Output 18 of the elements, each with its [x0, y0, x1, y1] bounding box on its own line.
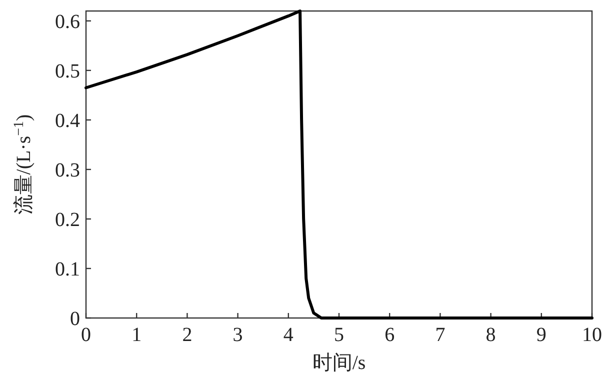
x-tick-label: 5: [334, 324, 344, 346]
x-tick-label: 3: [232, 324, 243, 346]
y-tick-label: 0.6: [55, 10, 80, 33]
x-tick-label: 7: [435, 324, 446, 346]
x-tick-label: 2: [182, 324, 192, 346]
y-tick-label: 0.3: [55, 159, 80, 182]
x-tick-label: 4: [283, 324, 294, 346]
x-tick-label: 6: [384, 324, 395, 346]
y-tick-label: 0.2: [55, 208, 80, 231]
x-tick-label: 1: [132, 324, 142, 346]
x-tick-label: 8: [486, 324, 496, 346]
x-tick-label: 9: [536, 324, 546, 346]
x-axis-title: 时间/s: [312, 352, 366, 374]
y-tick-label: 0.5: [55, 60, 80, 82]
x-tick-label: 10: [582, 324, 602, 346]
y-tick-label: 0: [70, 308, 80, 330]
y-tick-label: 0.4: [55, 110, 80, 132]
y-tick-label: 0.1: [55, 258, 80, 280]
